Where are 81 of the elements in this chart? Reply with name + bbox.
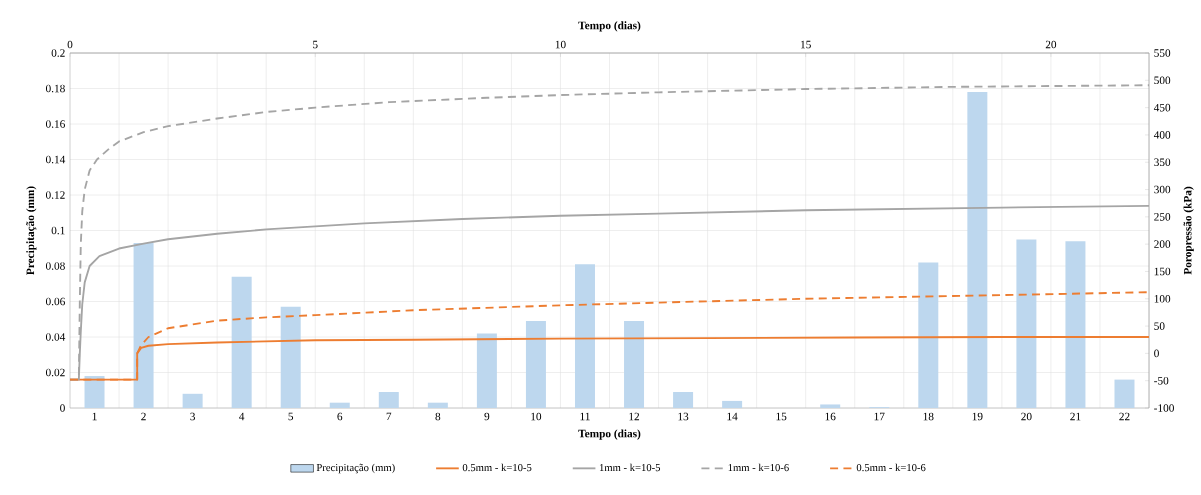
x2-tick-label: 20 (1045, 40, 1057, 49)
y-tick-label: 0.04 (45, 333, 66, 341)
x-tick-label: 10 (531, 412, 542, 421)
x-tick-label: 2 (141, 412, 146, 421)
bar (427, 402, 448, 408)
y-tick-label: 0.12 (45, 191, 65, 199)
x-axis-title: Tempo (dias) (578, 429, 641, 440)
legend-label: 1mm - k=10-5 (599, 463, 661, 472)
bar (722, 400, 743, 408)
x2-tick-label: 15 (801, 40, 811, 49)
y2-tick-label: 150 (1154, 267, 1171, 276)
bar (280, 306, 301, 408)
bar (231, 276, 252, 408)
y-tick-label: 0.2 (51, 49, 65, 57)
bar (1114, 379, 1135, 408)
bar (918, 262, 939, 408)
y-tick-label: 0.1 (51, 226, 65, 235)
x2-tick-label: 10 (555, 40, 566, 49)
x2-tick-label: 0 (67, 40, 73, 49)
legend-label: 0.5mm - k=10-5 (462, 463, 532, 472)
bar (1016, 239, 1037, 408)
legend-label: 1mm - k=10-6 (728, 463, 789, 472)
y2-tick-label: 400 (1153, 131, 1171, 139)
y2-tick-label: 300 (1154, 185, 1171, 194)
bar (574, 264, 595, 408)
x-tick-label: 22 (1119, 412, 1130, 421)
bar (967, 92, 988, 408)
y2-tick-label: 0 (1154, 349, 1159, 358)
x-tick-label: 11 (580, 412, 590, 421)
y2-tick-label: 200 (1154, 240, 1171, 248)
x-tick-label: 21 (1070, 412, 1081, 421)
y2-tick-label: 100 (1154, 294, 1171, 303)
x-tick-label: 19 (972, 412, 983, 421)
y2-tick-label: -100 (1154, 404, 1174, 412)
x2-axis-title: Tempo (dias) (578, 21, 641, 32)
x-tick-label: 17 (874, 412, 885, 421)
y2-tick-label: 350 (1154, 158, 1171, 167)
bar (1065, 241, 1086, 408)
legend-label: Precipitação (mm) (316, 463, 395, 474)
bar (329, 402, 350, 408)
y-axis-title: Precipitação (mm) (26, 186, 37, 275)
y-tick-label: 0 (60, 404, 65, 412)
y2-axis-title: Poropressão (kPa) (1183, 186, 1194, 275)
y2-tick-label: 450 (1153, 103, 1171, 112)
x-tick-label: 7 (386, 412, 392, 421)
y2-tick-label: -50 (1154, 376, 1169, 385)
x2-tick-label: 5 (313, 40, 318, 49)
bar (673, 392, 694, 408)
y-tick-label: 0.06 (45, 297, 65, 306)
y-tick-label: 0.08 (45, 262, 65, 270)
x-tick-label: 16 (825, 412, 836, 421)
y2-tick-label: 550 (1154, 49, 1171, 57)
y-tick-label: 0.02 (45, 368, 65, 377)
x-tick-label: 8 (435, 412, 441, 421)
bar (624, 321, 645, 408)
y2-tick-label: 50 (1154, 322, 1165, 330)
x-tick-label: 20 (1021, 412, 1032, 421)
x-tick-label: 4 (239, 412, 245, 421)
x-tick-label: 15 (776, 412, 787, 421)
bar (182, 393, 203, 408)
x-tick-label: 18 (923, 412, 934, 421)
x-tick-label: 6 (337, 412, 343, 421)
y-tick-label: 0.16 (45, 120, 65, 128)
bar (820, 404, 841, 408)
y2-tick-label: 250 (1154, 213, 1171, 221)
x-tick-label: 9 (484, 412, 490, 421)
bar (525, 321, 546, 408)
bar (378, 392, 399, 408)
bar (476, 333, 497, 408)
y2-tick-label: 500 (1154, 76, 1171, 85)
bar (84, 376, 105, 408)
x-tick-label: 12 (629, 412, 640, 421)
y-tick-label: 0.18 (45, 84, 65, 93)
x-tick-label: 5 (288, 412, 294, 421)
x-tick-label: 3 (190, 412, 195, 421)
y-tick-label: 0.14 (45, 155, 66, 164)
legend-label: 0.5mm - k=10-6 (856, 463, 926, 472)
bar (133, 242, 154, 408)
x-tick-label: 1 (92, 412, 97, 421)
x-tick-label: 14 (727, 412, 738, 421)
x-tick-label: 13 (678, 412, 689, 421)
